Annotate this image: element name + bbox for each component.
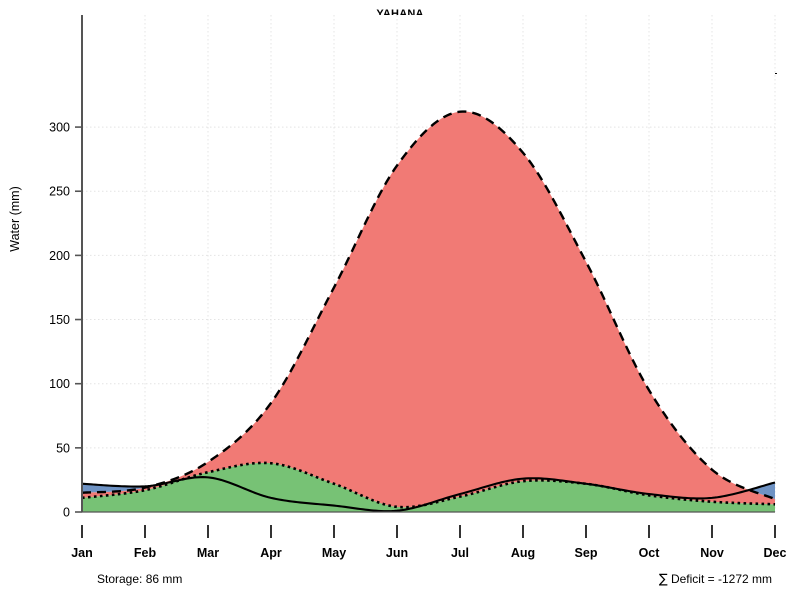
deficit-annotation-text: Deficit = -1272 mm bbox=[670, 572, 772, 586]
x-tick-label: May bbox=[322, 546, 346, 560]
storage-annotation: Storage: 86 mm bbox=[97, 572, 183, 586]
x-tick-label: Oct bbox=[639, 546, 661, 560]
y-tick-label: 0 bbox=[63, 506, 70, 520]
y-tick-label: 100 bbox=[49, 377, 70, 391]
x-tick-label: Nov bbox=[700, 546, 724, 560]
axes bbox=[81, 15, 775, 513]
ppt-line bbox=[81, 476, 776, 513]
y-tick-label: 150 bbox=[49, 313, 70, 327]
y-axis-ticks: 0 50 100 150 200 250 300 bbox=[49, 121, 82, 520]
sigma-icon: ∑ bbox=[658, 572, 668, 587]
x-tick-label: Dec bbox=[764, 546, 787, 560]
x-axis-ticks: Jan Feb Mar Apr May Jun Jul Aug Sep Oct Nov Dec bbox=[71, 525, 787, 560]
x-tick-label: Sep bbox=[575, 546, 598, 560]
deficit-annotation: ∑ Deficit = -1272 mm bbox=[659, 572, 772, 587]
x-tick-label: Feb bbox=[134, 546, 157, 560]
x-tick-label: Jun bbox=[386, 546, 408, 560]
y-tick-label: 50 bbox=[56, 441, 70, 455]
x-tick-label: Mar bbox=[197, 546, 219, 560]
y-tick-label: 200 bbox=[49, 249, 70, 263]
deficit-band bbox=[82, 111, 775, 508]
surplus-recharge-band bbox=[750, 482, 775, 500]
x-tick-label: Aug bbox=[511, 546, 535, 560]
y-tick-label: 250 bbox=[49, 185, 70, 199]
utilization-band bbox=[82, 462, 775, 512]
y-tick-label: 300 bbox=[49, 121, 70, 135]
x-tick-label: Jan bbox=[71, 546, 93, 560]
x-tick-label: Jul bbox=[451, 546, 469, 560]
x-tick-label: Apr bbox=[260, 546, 282, 560]
